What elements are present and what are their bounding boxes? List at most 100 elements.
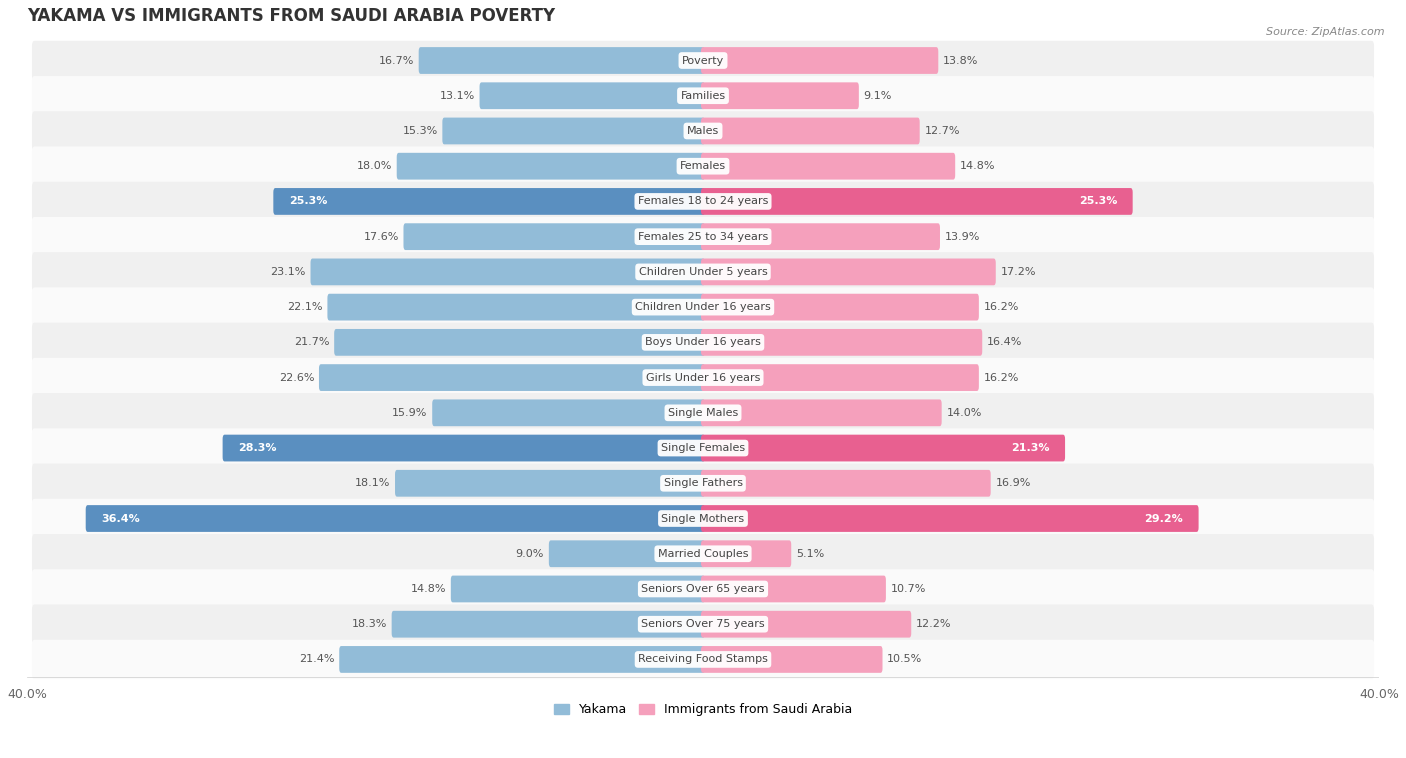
Text: Males: Males xyxy=(688,126,718,136)
Text: 16.2%: 16.2% xyxy=(984,302,1019,312)
Text: Children Under 5 years: Children Under 5 years xyxy=(638,267,768,277)
Text: 13.8%: 13.8% xyxy=(943,55,979,65)
Text: 21.4%: 21.4% xyxy=(299,654,335,665)
Text: 16.9%: 16.9% xyxy=(995,478,1031,488)
FancyBboxPatch shape xyxy=(419,47,704,74)
Text: 9.0%: 9.0% xyxy=(516,549,544,559)
FancyBboxPatch shape xyxy=(32,499,1374,538)
Text: Boys Under 16 years: Boys Under 16 years xyxy=(645,337,761,347)
Text: Receiving Food Stamps: Receiving Food Stamps xyxy=(638,654,768,665)
FancyBboxPatch shape xyxy=(32,428,1374,468)
FancyBboxPatch shape xyxy=(451,575,704,603)
FancyBboxPatch shape xyxy=(702,575,886,603)
FancyBboxPatch shape xyxy=(702,47,938,74)
FancyBboxPatch shape xyxy=(702,540,792,567)
FancyBboxPatch shape xyxy=(702,646,883,673)
Text: 16.4%: 16.4% xyxy=(987,337,1022,347)
FancyBboxPatch shape xyxy=(32,182,1374,221)
Text: 22.6%: 22.6% xyxy=(278,373,314,383)
FancyBboxPatch shape xyxy=(32,287,1374,327)
FancyBboxPatch shape xyxy=(702,399,942,426)
FancyBboxPatch shape xyxy=(32,358,1374,397)
FancyBboxPatch shape xyxy=(222,434,704,462)
FancyBboxPatch shape xyxy=(479,83,704,109)
Text: 15.3%: 15.3% xyxy=(402,126,437,136)
FancyBboxPatch shape xyxy=(702,117,920,144)
FancyBboxPatch shape xyxy=(702,434,1066,462)
Text: 23.1%: 23.1% xyxy=(270,267,305,277)
Text: 14.8%: 14.8% xyxy=(960,161,995,171)
Text: 16.7%: 16.7% xyxy=(378,55,413,65)
FancyBboxPatch shape xyxy=(702,364,979,391)
FancyBboxPatch shape xyxy=(702,188,1133,215)
FancyBboxPatch shape xyxy=(335,329,704,356)
Text: 10.5%: 10.5% xyxy=(887,654,922,665)
Text: Females 25 to 34 years: Females 25 to 34 years xyxy=(638,232,768,242)
FancyBboxPatch shape xyxy=(702,153,955,180)
FancyBboxPatch shape xyxy=(404,224,704,250)
Text: Seniors Over 75 years: Seniors Over 75 years xyxy=(641,619,765,629)
FancyBboxPatch shape xyxy=(32,640,1374,679)
FancyBboxPatch shape xyxy=(32,569,1374,609)
Text: 9.1%: 9.1% xyxy=(863,91,891,101)
Text: 28.3%: 28.3% xyxy=(238,443,277,453)
Text: 17.2%: 17.2% xyxy=(1001,267,1036,277)
FancyBboxPatch shape xyxy=(32,464,1374,503)
Text: Source: ZipAtlas.com: Source: ZipAtlas.com xyxy=(1267,27,1385,36)
FancyBboxPatch shape xyxy=(32,393,1374,433)
Text: 18.1%: 18.1% xyxy=(354,478,391,488)
Text: Girls Under 16 years: Girls Under 16 years xyxy=(645,373,761,383)
Text: Families: Families xyxy=(681,91,725,101)
Text: 15.9%: 15.9% xyxy=(392,408,427,418)
Text: 18.0%: 18.0% xyxy=(357,161,392,171)
Text: Married Couples: Married Couples xyxy=(658,549,748,559)
FancyBboxPatch shape xyxy=(32,534,1374,574)
FancyBboxPatch shape xyxy=(319,364,704,391)
Text: 21.3%: 21.3% xyxy=(1011,443,1049,453)
Text: Females 18 to 24 years: Females 18 to 24 years xyxy=(638,196,768,206)
Text: 21.7%: 21.7% xyxy=(294,337,329,347)
Text: 5.1%: 5.1% xyxy=(796,549,824,559)
FancyBboxPatch shape xyxy=(328,294,704,321)
Text: 10.7%: 10.7% xyxy=(890,584,927,594)
FancyBboxPatch shape xyxy=(392,611,704,637)
FancyBboxPatch shape xyxy=(702,258,995,285)
FancyBboxPatch shape xyxy=(702,83,859,109)
Text: 18.3%: 18.3% xyxy=(352,619,387,629)
FancyBboxPatch shape xyxy=(32,76,1374,115)
FancyBboxPatch shape xyxy=(702,224,941,250)
Text: Children Under 16 years: Children Under 16 years xyxy=(636,302,770,312)
FancyBboxPatch shape xyxy=(32,111,1374,151)
FancyBboxPatch shape xyxy=(702,294,979,321)
FancyBboxPatch shape xyxy=(32,217,1374,256)
Text: Seniors Over 65 years: Seniors Over 65 years xyxy=(641,584,765,594)
FancyBboxPatch shape xyxy=(443,117,704,144)
Legend: Yakama, Immigrants from Saudi Arabia: Yakama, Immigrants from Saudi Arabia xyxy=(548,698,858,721)
FancyBboxPatch shape xyxy=(311,258,704,285)
Text: 25.3%: 25.3% xyxy=(288,196,328,206)
Text: 16.2%: 16.2% xyxy=(984,373,1019,383)
Text: Single Mothers: Single Mothers xyxy=(661,513,745,524)
Text: Females: Females xyxy=(681,161,725,171)
Text: 13.9%: 13.9% xyxy=(945,232,980,242)
FancyBboxPatch shape xyxy=(86,505,704,532)
FancyBboxPatch shape xyxy=(702,329,983,356)
FancyBboxPatch shape xyxy=(702,470,991,496)
FancyBboxPatch shape xyxy=(702,611,911,637)
FancyBboxPatch shape xyxy=(273,188,704,215)
FancyBboxPatch shape xyxy=(32,41,1374,80)
Text: 13.1%: 13.1% xyxy=(440,91,475,101)
Text: 14.8%: 14.8% xyxy=(411,584,446,594)
Text: YAKAMA VS IMMIGRANTS FROM SAUDI ARABIA POVERTY: YAKAMA VS IMMIGRANTS FROM SAUDI ARABIA P… xyxy=(27,7,555,25)
FancyBboxPatch shape xyxy=(702,505,1198,532)
Text: Single Fathers: Single Fathers xyxy=(664,478,742,488)
Text: 14.0%: 14.0% xyxy=(946,408,981,418)
FancyBboxPatch shape xyxy=(339,646,704,673)
FancyBboxPatch shape xyxy=(548,540,704,567)
FancyBboxPatch shape xyxy=(32,604,1374,644)
Text: 36.4%: 36.4% xyxy=(101,513,141,524)
Text: 12.2%: 12.2% xyxy=(915,619,952,629)
Text: 12.7%: 12.7% xyxy=(924,126,960,136)
Text: Poverty: Poverty xyxy=(682,55,724,65)
FancyBboxPatch shape xyxy=(32,252,1374,292)
